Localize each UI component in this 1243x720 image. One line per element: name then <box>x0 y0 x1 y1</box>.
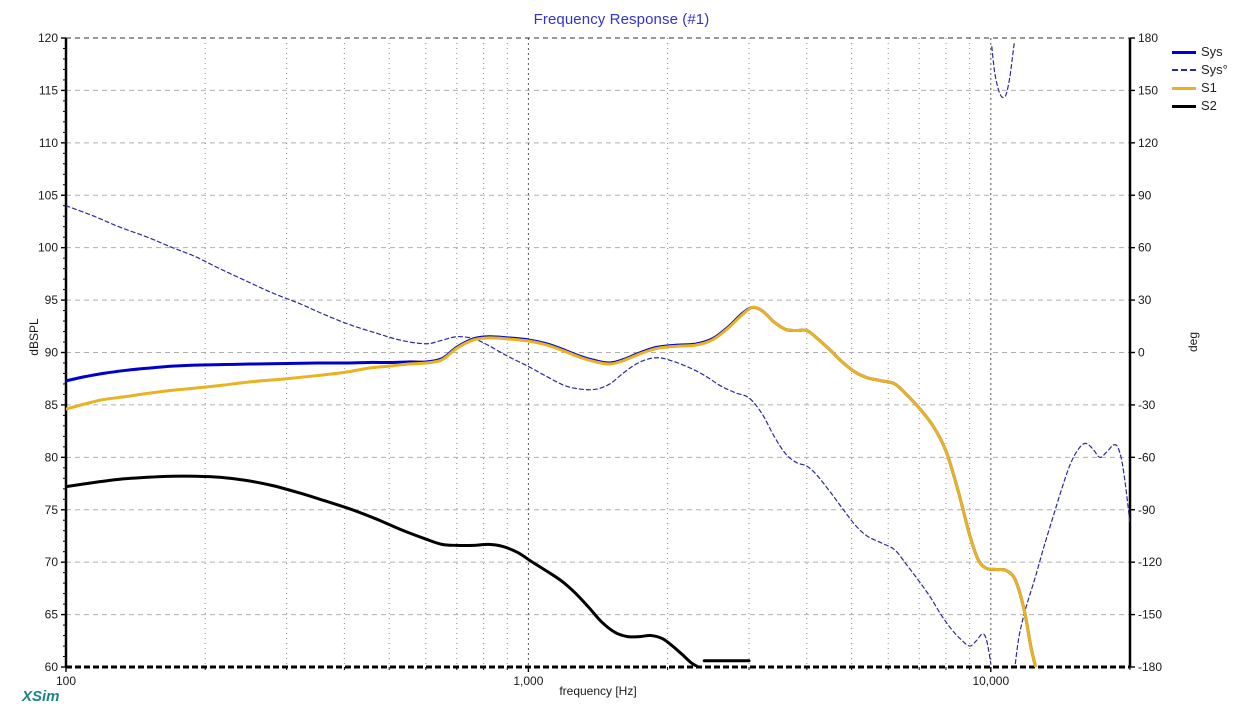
y-tick-label-right: -30 <box>1138 398 1156 412</box>
x-tick-label: 100 <box>56 674 76 688</box>
y-tick-label-left: 120 <box>38 31 58 45</box>
y-tick-label-right: 150 <box>1138 83 1158 97</box>
legend-swatch-s1 <box>1172 81 1196 93</box>
y-tick-label-right: -60 <box>1138 450 1156 464</box>
legend-label-sys: Sys <box>1201 43 1223 59</box>
series-line-sys[interactable] <box>991 40 1016 99</box>
x-axis-label: frequency [Hz] <box>559 684 637 698</box>
y-tick-label-left: 85 <box>45 398 59 412</box>
x-tick-label: 1,000 <box>513 674 543 688</box>
y-tick-label-left: 60 <box>45 660 59 674</box>
legend-label-s1: S1 <box>1201 79 1217 95</box>
y-tick-label-right: 90 <box>1138 188 1152 202</box>
chart-legend: Sys Sys° S1 S2 <box>1172 42 1242 114</box>
series-line-sys[interactable] <box>66 305 1038 667</box>
y-tick-label-left: 80 <box>45 450 59 464</box>
y-tick-label-left: 95 <box>45 293 59 307</box>
legend-label-s2: S2 <box>1201 97 1217 113</box>
y-tick-label-right: -180 <box>1138 660 1162 674</box>
xsim-watermark: XSim <box>22 688 60 705</box>
legend-swatch-sys <box>1172 45 1196 57</box>
y-tick-label-right: 0 <box>1138 346 1145 360</box>
y-tick-label-left: 115 <box>39 83 58 97</box>
y-axis-left-label: dBSPL <box>27 318 41 356</box>
y-tick-label-right: -120 <box>1138 555 1162 569</box>
y-tick-label-left: 75 <box>45 503 59 517</box>
y-tick-label-right: -150 <box>1138 608 1162 622</box>
series-line-s1[interactable] <box>66 305 1038 667</box>
series-line-s2[interactable] <box>66 474 700 667</box>
legend-item-sys[interactable]: Sys <box>1172 42 1242 60</box>
y-tick-label-right: 60 <box>1138 241 1152 255</box>
x-tick-label: 10,000 <box>972 674 1009 688</box>
y-tick-label-left: 90 <box>45 346 59 360</box>
legend-swatch-s2 <box>1172 99 1196 111</box>
y-tick-label-left: 65 <box>45 608 59 622</box>
y-tick-label-right: 180 <box>1138 31 1158 45</box>
legend-label-sys-phase: Sys° <box>1201 61 1228 77</box>
legend-item-sys-phase[interactable]: Sys° <box>1172 60 1242 78</box>
y-tick-label-right: 120 <box>1138 136 1158 150</box>
series-line-sys[interactable] <box>1014 442 1130 665</box>
y-tick-label-left: 105 <box>38 188 58 202</box>
y-tick-label-left: 70 <box>45 555 59 569</box>
y-tick-label-right: 30 <box>1138 293 1152 307</box>
y-tick-label-left: 110 <box>39 136 58 150</box>
legend-swatch-sys-phase <box>1172 63 1196 75</box>
series-line-sys[interactable] <box>66 205 992 665</box>
legend-item-s1[interactable]: S1 <box>1172 78 1242 96</box>
y-axis-right-label: deg <box>1186 331 1200 353</box>
legend-item-s2[interactable]: S2 <box>1172 96 1242 114</box>
y-tick-label-right: -90 <box>1138 503 1156 517</box>
page-title: Frequency Response (#1) <box>533 11 710 28</box>
y-tick-label-left: 100 <box>38 241 58 255</box>
